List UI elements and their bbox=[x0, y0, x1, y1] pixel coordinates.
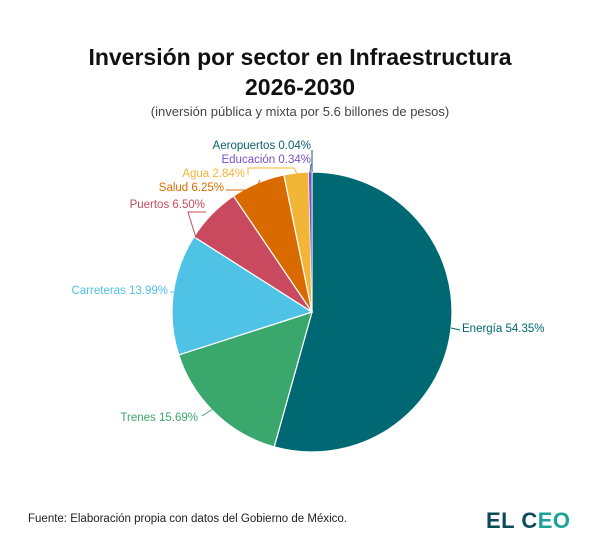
chart-title: Inversión por sector en Infraestructura 2… bbox=[0, 42, 600, 102]
leader-line bbox=[187, 211, 206, 239]
data-label: Carreteras 13.99% bbox=[71, 285, 168, 297]
leader-line bbox=[201, 406, 217, 417]
data-label: Agua 2.84% bbox=[182, 168, 245, 180]
pie-slice-energía bbox=[273, 171, 453, 453]
pie-slice-trenes bbox=[177, 311, 313, 448]
data-label: Energía 54.35% bbox=[462, 323, 544, 335]
data-label: Salud 6.25% bbox=[159, 182, 224, 194]
el-ceo-logo: EL CEO bbox=[486, 508, 571, 533]
chart-subtitle: (inversión pública y mixta por 5.6 billo… bbox=[150, 104, 450, 119]
data-label: Educación 0.34% bbox=[221, 154, 311, 166]
leader-line bbox=[450, 327, 461, 331]
pie-slice-carreteras bbox=[171, 235, 314, 356]
leader-line bbox=[247, 167, 298, 175]
leader-line bbox=[226, 179, 261, 191]
data-label: Aeropuertos 0.04% bbox=[213, 140, 311, 152]
title-line-2: 2026-2030 bbox=[245, 74, 355, 100]
title-line-1: Inversión por sector en Infraestructura bbox=[88, 44, 512, 70]
source-note: Fuente: Elaboración propia con datos del… bbox=[28, 513, 348, 525]
data-label: Puertos 6.50% bbox=[130, 199, 205, 211]
leader-line bbox=[309, 163, 312, 173]
data-label: Trenes 15.69% bbox=[120, 412, 198, 424]
